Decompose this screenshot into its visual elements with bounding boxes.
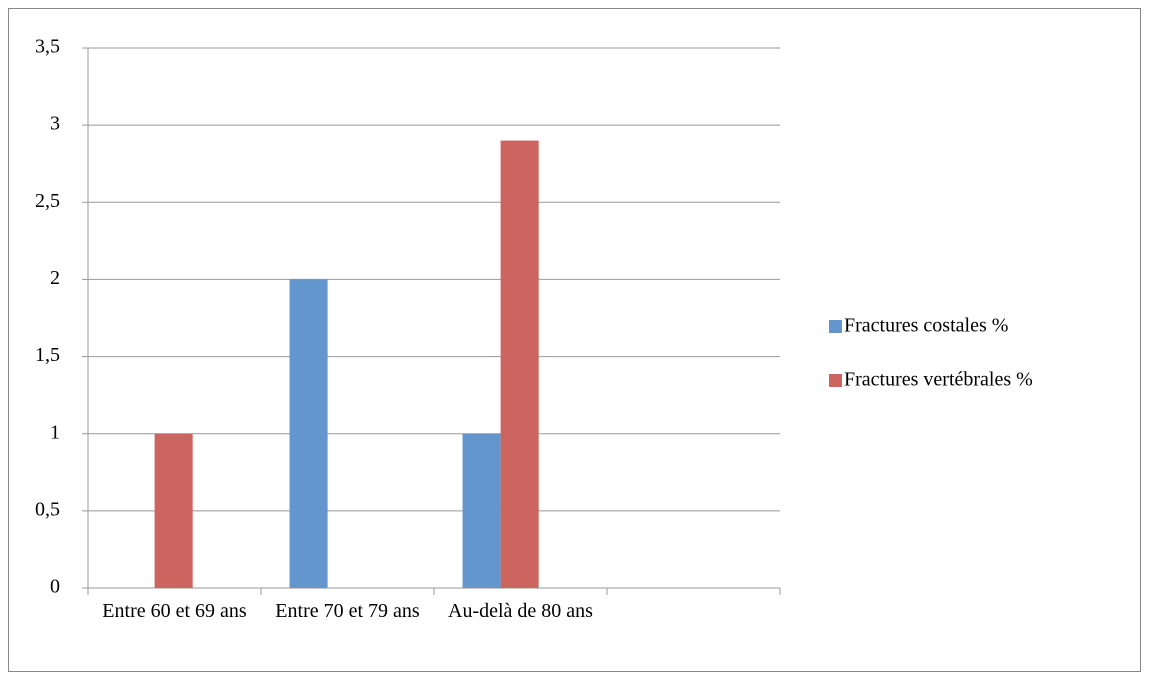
- x-tick-label: Au-delà de 80 ans: [448, 600, 593, 622]
- x-tick-label: Entre 60 et 69 ans: [102, 600, 247, 622]
- legend-label: Fractures vertébrales %: [844, 369, 1033, 391]
- legend-swatch: [829, 320, 842, 333]
- bar: [500, 140, 539, 589]
- legend-swatch: [829, 374, 842, 387]
- y-tick-label: 2,5: [35, 190, 60, 212]
- y-tick-label: 2: [50, 267, 60, 289]
- y-tick-label: 0: [50, 576, 60, 598]
- bar: [154, 433, 193, 588]
- legend-label: Fractures costales %: [844, 315, 1008, 337]
- y-tick-label: 0,5: [35, 498, 60, 520]
- y-tick-label: 1,5: [35, 344, 60, 366]
- bar: [289, 279, 328, 588]
- y-tick-label: 1: [50, 421, 60, 443]
- bar: [462, 433, 501, 588]
- y-tick-label: 3,5: [35, 36, 60, 58]
- chart-border: [8, 8, 1141, 672]
- y-tick-label: 3: [50, 113, 60, 135]
- x-tick-label: Entre 70 et 79 ans: [275, 600, 420, 622]
